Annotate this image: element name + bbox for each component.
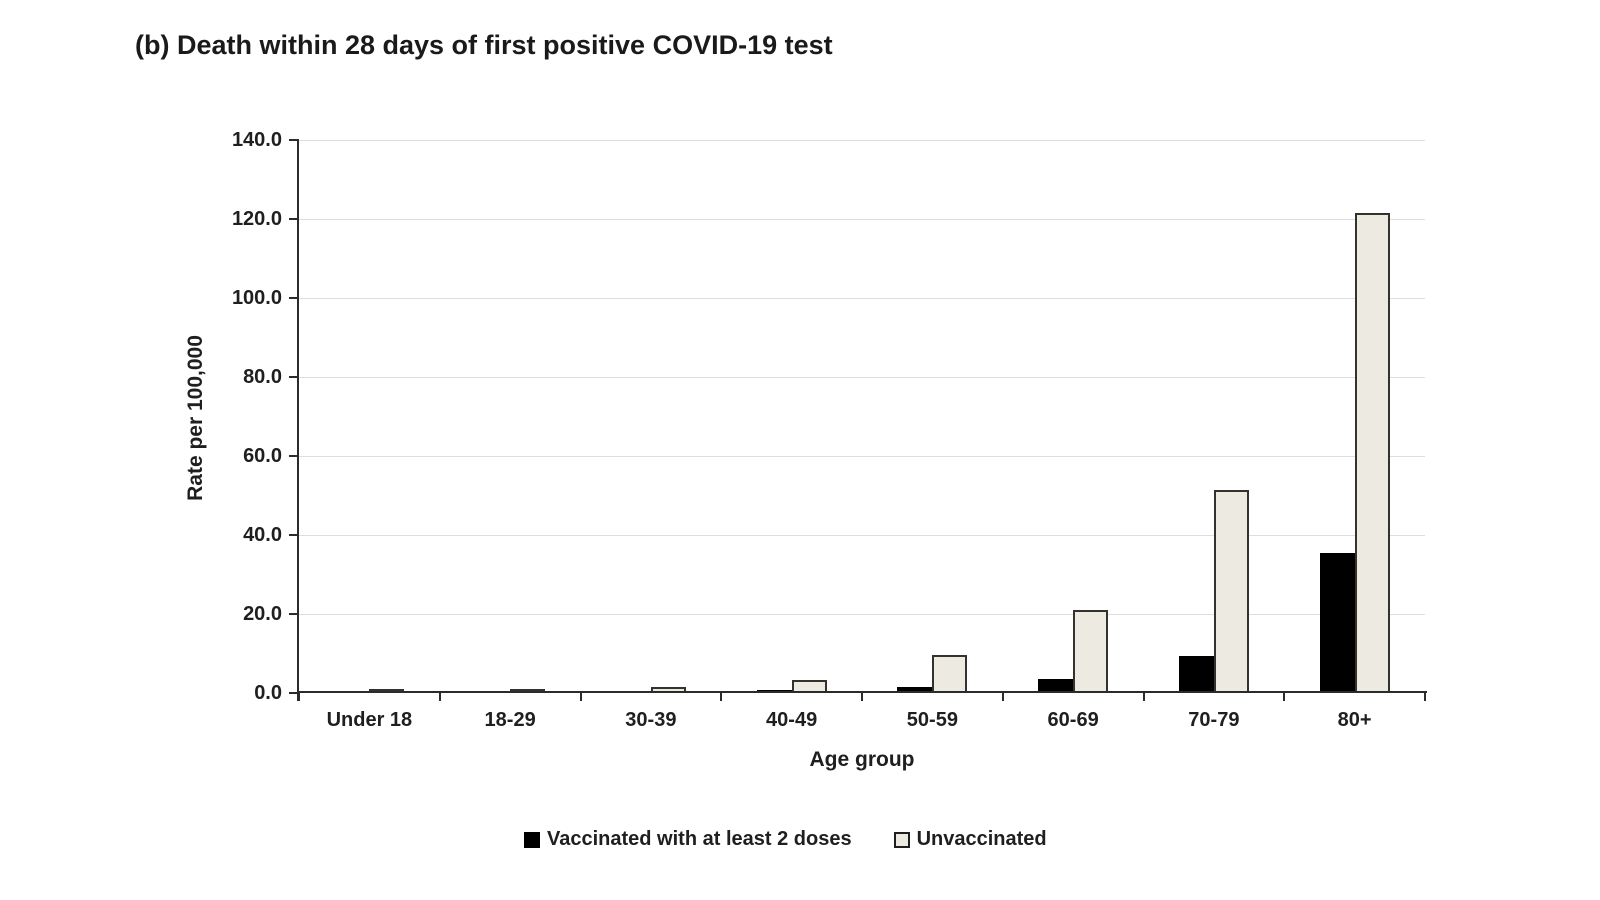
x-axis-boundary-tick-7 — [1283, 693, 1286, 701]
bar-unvaccinated-80 — [1354, 212, 1390, 693]
bar-unvaccinated-50-59 — [932, 655, 968, 693]
legend-label-unvaccinated: Unvaccinated — [916, 828, 1047, 850]
plot-area: 0.0 20.0 40.0 60.0 80.0 100.0 120.0 140.0 Under … — [232, 129, 1427, 731]
x-axis-boundary-tick-5 — [1001, 693, 1004, 701]
legend-item-vaccinated: Vaccinated with at least 2 doses — [524, 828, 852, 851]
x-tick-label-18-29: 18-29 — [484, 709, 536, 731]
y-tick-label-120.0: 120.0 — [231, 208, 282, 230]
y-tick-label-140.0: 140.0 — [231, 129, 282, 151]
x-tick-label-80: 80+ — [1337, 709, 1372, 731]
x-tick-label-60-69: 60-69 — [1047, 709, 1099, 731]
y-tick-label-20.0: 20.0 — [243, 603, 282, 625]
x-axis-boundary-tick-1 — [438, 693, 441, 701]
y-axis-tick-60.0 — [289, 455, 299, 457]
bar-vaccinated-70-79 — [1178, 656, 1214, 693]
x-axis-boundary-tick-3 — [720, 693, 723, 701]
gridline-20.0 — [299, 613, 1425, 615]
y-axis-tick-0.0 — [289, 692, 299, 694]
bar-vaccinated-80 — [1319, 552, 1355, 693]
y-axis-tick-120.0 — [289, 218, 299, 220]
x-tick-label-under-18: Under 18 — [326, 709, 413, 731]
y-tick-label-0.0: 0.0 — [254, 682, 282, 704]
y-axis-tick-80.0 — [289, 376, 299, 378]
bar-unvaccinated-70-79 — [1213, 489, 1249, 693]
y-axis-tick-40.0 — [289, 534, 299, 536]
y-axis-tick-100.0 — [289, 297, 299, 299]
x-tick-label-40-49: 40-49 — [766, 709, 818, 731]
gridline-140.0 — [299, 139, 1425, 141]
x-axis-boundary-tick-6 — [1142, 693, 1145, 701]
y-axis-line — [297, 140, 299, 701]
y-axis-tick-20.0 — [289, 613, 299, 615]
chart-title: (b) Death within 28 days of first positi… — [135, 30, 833, 60]
legend-swatch-vaccinated-icon — [524, 831, 540, 848]
x-tick-label-30-39: 30-39 — [625, 709, 677, 731]
gridline-120.0 — [299, 218, 1425, 220]
x-axis-boundary-tick-8 — [1424, 693, 1426, 701]
x-axis-line — [297, 691, 1427, 693]
gridline-80.0 — [299, 376, 1425, 378]
x-tick-label-50-59: 50-59 — [906, 709, 958, 731]
y-axis-tick-140.0 — [289, 139, 299, 141]
gridline-100.0 — [299, 297, 1425, 299]
bar-vaccinated-60-69 — [1038, 678, 1074, 693]
y-tick-label-60.0: 60.0 — [243, 445, 282, 467]
x-axis-boundary-tick-0 — [298, 693, 300, 701]
x-axis-boundary-tick-4 — [861, 693, 863, 701]
gridline-40.0 — [299, 534, 1425, 536]
y-tick-label-100.0: 100.0 — [231, 287, 282, 309]
x-axis-title: Age group — [809, 748, 915, 771]
gridline-60.0 — [299, 455, 1425, 457]
legend-item-unvaccinated: Unvaccinated — [893, 828, 1047, 851]
y-axis-title: Rate per 100,000 — [184, 335, 207, 501]
legend-swatch-unvaccinated-icon — [893, 831, 910, 848]
bar-vaccinated-50-59 — [897, 687, 933, 693]
x-tick-label-70-79: 70-79 — [1188, 709, 1240, 731]
y-tick-label-80.0: 80.0 — [243, 366, 282, 388]
legend: Vaccinated with at least 2 doses Unvacci… — [524, 828, 1047, 851]
legend-label-vaccinated: Vaccinated with at least 2 doses — [547, 828, 852, 850]
y-tick-label-40.0: 40.0 — [243, 524, 282, 546]
x-axis-boundary-tick-2 — [579, 693, 582, 701]
bar-unvaccinated-60-69 — [1073, 610, 1109, 693]
